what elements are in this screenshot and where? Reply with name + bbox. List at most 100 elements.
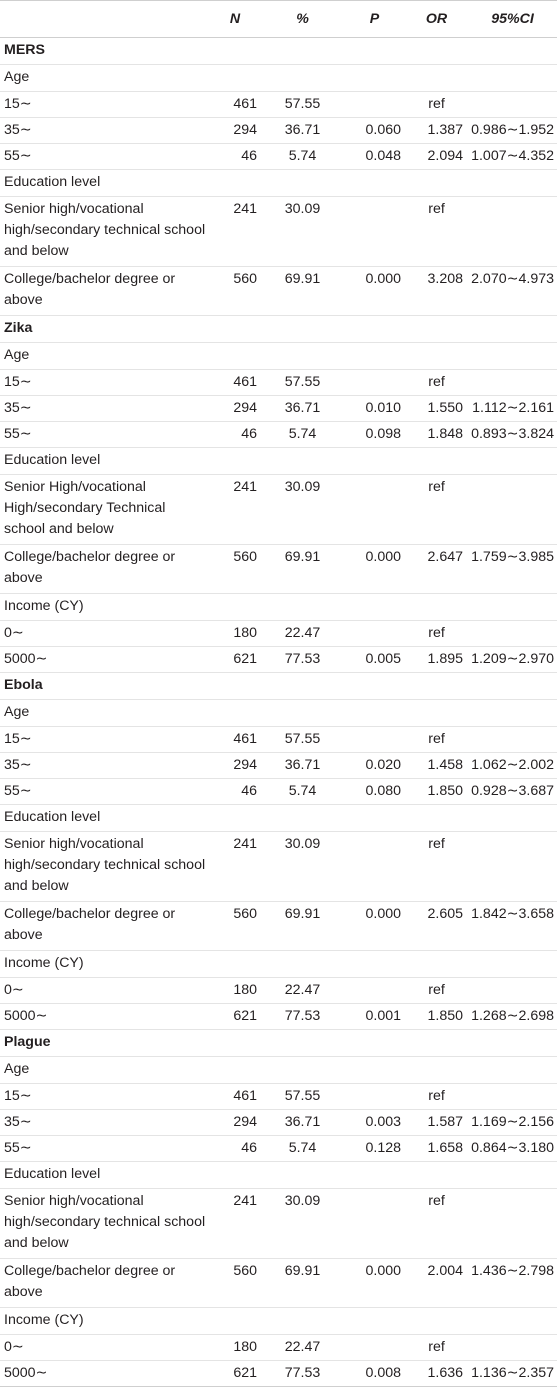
odds-ratio-value: 1.636	[405, 1360, 468, 1387]
percent-value: 69.91	[261, 266, 344, 316]
odds-ratio-value: ref	[405, 620, 468, 647]
odds-ratio-value: 2.004	[405, 1258, 468, 1308]
odds-ratio-value: ref	[405, 369, 468, 396]
category-label: 5000∼	[0, 646, 209, 673]
section-title: Ebola	[0, 672, 557, 700]
header-odds-ratio: OR	[405, 0, 468, 38]
p-value: 0.080	[344, 778, 405, 805]
p-value	[344, 1188, 405, 1259]
table-row: Senior high/vocational high/secondary te…	[0, 1188, 557, 1259]
variable-name: Income (CY)	[0, 593, 557, 621]
n-value: 560	[209, 544, 261, 594]
p-value: 0.000	[344, 901, 405, 951]
variable-name: Education level	[0, 447, 557, 475]
category-label: 35∼	[0, 395, 209, 422]
percent-value: 69.91	[261, 1258, 344, 1308]
p-value: 0.008	[344, 1360, 405, 1387]
variable-name: Income (CY)	[0, 1307, 557, 1335]
confidence-interval-value	[468, 196, 557, 267]
category-label: College/bachelor degree or above	[0, 1258, 209, 1308]
percent-value: 69.91	[261, 544, 344, 594]
category-label: 15∼	[0, 1083, 209, 1110]
n-value: 461	[209, 91, 261, 118]
percent-value: 5.74	[261, 778, 344, 805]
n-value: 46	[209, 778, 261, 805]
variable-name: Age	[0, 342, 557, 370]
header-label-column	[0, 0, 209, 38]
confidence-interval-value: 0.986∼1.952	[468, 117, 557, 144]
confidence-interval-value: 0.928∼3.687	[468, 778, 557, 805]
n-value: 294	[209, 1109, 261, 1136]
p-value	[344, 831, 405, 902]
section-title: Plague	[0, 1029, 557, 1057]
subgroup-header-row: Age	[0, 64, 557, 92]
table-row: College/bachelor degree or above 560 69.91…	[0, 1258, 557, 1308]
percent-value: 57.55	[261, 726, 344, 753]
odds-ratio-value: 3.208	[405, 266, 468, 316]
category-label: Senior high/vocational high/secondary te…	[0, 831, 209, 902]
n-value: 241	[209, 474, 261, 545]
category-label: 55∼	[0, 143, 209, 170]
percent-value: 22.47	[261, 1334, 344, 1361]
p-value: 0.060	[344, 117, 405, 144]
n-value: 294	[209, 395, 261, 422]
variable-name: Education level	[0, 804, 557, 832]
n-value: 180	[209, 620, 261, 647]
percent-value: 36.71	[261, 395, 344, 422]
odds-ratio-value: ref	[405, 474, 468, 545]
category-label: 5000∼	[0, 1003, 209, 1030]
header-row: N % P OR 95%CI	[0, 0, 557, 38]
n-value: 241	[209, 1188, 261, 1259]
confidence-interval-value	[468, 1334, 557, 1361]
p-value	[344, 1334, 405, 1361]
table-row: 35∼ 294 36.71 0.060 1.387 0.986∼1.952	[0, 117, 557, 144]
p-value: 0.098	[344, 421, 405, 448]
category-label: 0∼	[0, 620, 209, 647]
variable-name: Education level	[0, 1161, 557, 1189]
table-row: 15∼ 461 57.55 ref	[0, 726, 557, 753]
n-value: 241	[209, 831, 261, 902]
confidence-interval-value: 1.268∼2.698	[468, 1003, 557, 1030]
percent-value: 36.71	[261, 117, 344, 144]
n-value: 241	[209, 196, 261, 267]
p-value	[344, 977, 405, 1004]
table-row: 5000∼ 621 77.53 0.008 1.636 1.136∼2.357	[0, 1360, 557, 1387]
table-row: 55∼ 46 5.74 0.128 1.658 0.864∼3.180	[0, 1135, 557, 1162]
odds-ratio-value: 2.647	[405, 544, 468, 594]
odds-ratio-value: ref	[405, 1188, 468, 1259]
percent-value: 57.55	[261, 91, 344, 118]
percent-value: 77.53	[261, 646, 344, 673]
confidence-interval-value	[468, 474, 557, 545]
table-row: 55∼ 46 5.74 0.080 1.850 0.928∼3.687	[0, 778, 557, 805]
table-row: 55∼ 46 5.74 0.048 2.094 1.007∼4.352	[0, 143, 557, 170]
category-label: 0∼	[0, 1334, 209, 1361]
subgroup-header-row: Income (CY)	[0, 593, 557, 621]
odds-ratio-value: 1.458	[405, 752, 468, 779]
odds-ratio-value: 1.387	[405, 117, 468, 144]
category-label: 55∼	[0, 421, 209, 448]
p-value	[344, 620, 405, 647]
subgroup-header-row: Education level	[0, 1161, 557, 1189]
n-value: 461	[209, 1083, 261, 1110]
table-row: 35∼ 294 36.71 0.020 1.458 1.062∼2.002	[0, 752, 557, 779]
percent-value: 57.55	[261, 369, 344, 396]
table-row: 5000∼ 621 77.53 0.005 1.895 1.209∼2.970	[0, 646, 557, 673]
odds-ratio-value: ref	[405, 91, 468, 118]
odds-ratio-value: 1.550	[405, 395, 468, 422]
variable-name: Age	[0, 64, 557, 92]
category-label: College/bachelor degree or above	[0, 901, 209, 951]
odds-ratio-value: ref	[405, 726, 468, 753]
table-row: 35∼ 294 36.71 0.010 1.550 1.112∼2.161	[0, 395, 557, 422]
header-percent: %	[261, 0, 344, 38]
category-label: 15∼	[0, 726, 209, 753]
header-n: N	[209, 0, 261, 38]
odds-ratio-value: 2.605	[405, 901, 468, 951]
n-value: 294	[209, 117, 261, 144]
n-value: 621	[209, 1003, 261, 1030]
subgroup-header-row: Age	[0, 1056, 557, 1084]
table-row: 0∼ 180 22.47 ref	[0, 1334, 557, 1361]
confidence-interval-value: 1.436∼2.798	[468, 1258, 557, 1308]
odds-ratio-value: 1.850	[405, 778, 468, 805]
category-label: 5000∼	[0, 1360, 209, 1387]
category-label: 35∼	[0, 117, 209, 144]
